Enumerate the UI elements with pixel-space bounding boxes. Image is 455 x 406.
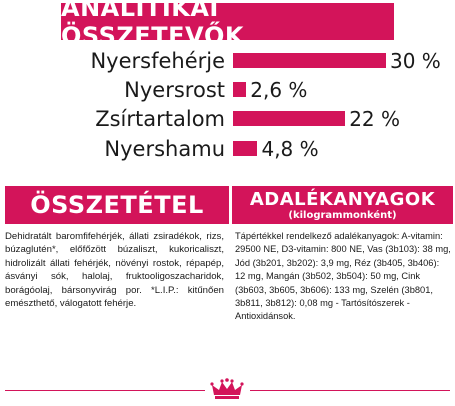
row-value: 30 % <box>390 49 441 73</box>
additives-text: Tápértékkel rendelkező adalékanyagok: A-… <box>235 231 451 322</box>
row-bar <box>233 82 247 97</box>
crown-icon <box>210 378 244 399</box>
additives-subtitle: (kilogrammonként) <box>288 209 397 221</box>
analytical-row-fat: Zsírtartalom 22 % <box>0 104 455 134</box>
analytical-row-protein: Nyersfehérje 30 % <box>0 46 455 76</box>
row-bar <box>233 141 258 156</box>
additives-title: ADALÉKANYAGOK <box>249 188 436 210</box>
row-label: Zsírtartalom <box>95 107 225 131</box>
additives-header: ADALÉKANYAGOK (kilogrammonként) <box>232 186 453 224</box>
composition-title: ÖSSZETÉTEL <box>5 186 229 224</box>
row-bar <box>233 53 386 68</box>
row-label: Nyersrost <box>124 78 225 102</box>
composition-text: Dehidratált baromfifehérjék, állati zsir… <box>5 231 224 310</box>
row-value: 4,8 % <box>261 137 319 161</box>
row-label: Nyershamu <box>104 137 225 161</box>
row-label: Nyersfehérje <box>90 49 225 73</box>
row-value: 2,6 % <box>250 78 308 102</box>
divider-left <box>5 390 205 391</box>
divider-right <box>250 390 450 391</box>
row-bar <box>233 111 346 126</box>
analytical-row-ash: Nyershamu 4,8 % <box>0 134 455 164</box>
analytical-row-fiber: Nyersrost 2,6 % <box>0 75 455 105</box>
analytical-title: ANALITIKAI ÖSSZETEVŐK <box>61 0 394 50</box>
row-value: 22 % <box>349 107 400 131</box>
